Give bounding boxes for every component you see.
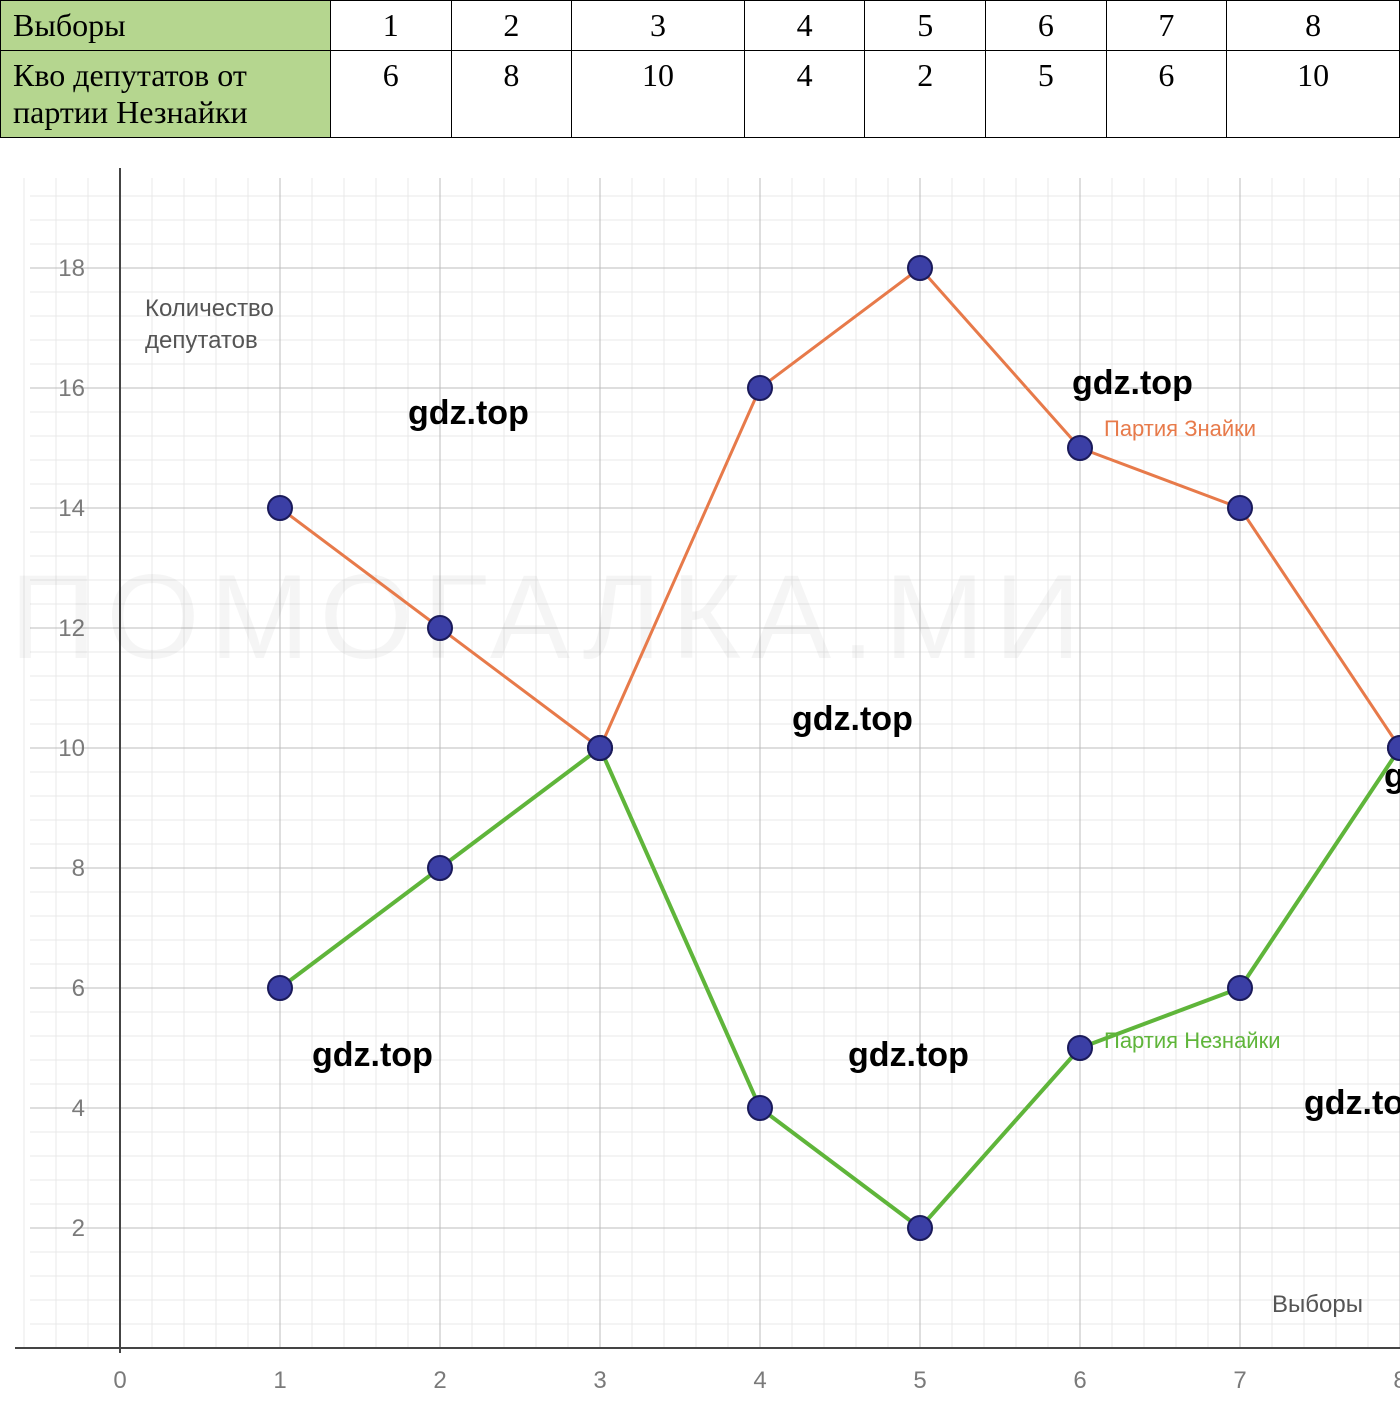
x-tick: 4 — [753, 1367, 766, 1394]
data-table: Выборы 1 2 3 4 5 6 7 8 Кво депутатов от … — [0, 0, 1400, 138]
overlay-label: gdz.top — [1072, 364, 1193, 402]
data-point — [268, 496, 292, 520]
cell: 7 — [1106, 1, 1227, 51]
row-label: Кво депутатов от партии Незнайки — [1, 51, 331, 138]
cell: 8 — [451, 51, 572, 138]
data-point — [588, 736, 612, 760]
cell: 5 — [865, 1, 986, 51]
cell: 6 — [1106, 51, 1227, 138]
y-tick: 6 — [72, 975, 85, 1002]
cell: 5 — [986, 51, 1107, 138]
cell: 4 — [744, 1, 865, 51]
x-tick: 5 — [913, 1367, 926, 1394]
y-tick: 8 — [72, 855, 85, 882]
data-point — [1068, 1036, 1092, 1060]
y-tick: 16 — [58, 375, 85, 402]
x-tick: 2 — [433, 1367, 446, 1394]
x-tick: 6 — [1073, 1367, 1086, 1394]
cell: 1 — [331, 1, 452, 51]
x-tick: 3 — [593, 1367, 606, 1394]
x-tick: 0 — [113, 1367, 126, 1394]
x-tick: 7 — [1233, 1367, 1246, 1394]
y-tick: 10 — [58, 735, 85, 762]
y-axis-label: депутатов — [145, 327, 258, 354]
y-tick: 14 — [58, 495, 85, 522]
data-point — [908, 256, 932, 280]
cell: 10 — [1227, 51, 1400, 138]
table-row: Кво депутатов от партии Незнайки 6 8 10 … — [1, 51, 1400, 138]
cell: 3 — [572, 1, 745, 51]
cell: 4 — [744, 51, 865, 138]
overlay-label: gdz.top — [312, 1036, 433, 1074]
row-label: Выборы — [1, 1, 331, 51]
data-point — [748, 1096, 772, 1120]
data-point — [908, 1216, 932, 1240]
data-point — [1068, 436, 1092, 460]
table-row: Выборы 1 2 3 4 5 6 7 8 — [1, 1, 1400, 51]
overlay-label: gdz.top — [848, 1036, 969, 1074]
x-tick: 8 — [1393, 1367, 1400, 1394]
overlay-label: gdz.top — [1304, 1084, 1400, 1122]
cell: 6 — [331, 51, 452, 138]
overlay-label: gdz.top — [792, 700, 913, 738]
x-tick: 1 — [273, 1367, 286, 1394]
data-point — [428, 856, 452, 880]
cell: 8 — [1227, 1, 1400, 51]
cell: 10 — [572, 51, 745, 138]
y-tick: 4 — [72, 1095, 85, 1122]
y-tick: 2 — [72, 1215, 85, 1242]
series-label: Партия Знайки — [1104, 416, 1256, 441]
data-point — [1228, 496, 1252, 520]
cell: 6 — [986, 1, 1107, 51]
data-point — [1228, 976, 1252, 1000]
watermark: ПОМОГАЛКА.МИ — [10, 550, 1091, 684]
y-tick: 18 — [58, 255, 85, 282]
data-point — [428, 616, 452, 640]
chart: 01234567824681012141618ПОМОГАЛКА.МИПарти… — [0, 138, 1400, 1428]
overlay-label: gdz.top — [408, 394, 529, 432]
x-axis-label: Выборы — [1272, 1291, 1363, 1318]
chart-svg: 01234567824681012141618ПОМОГАЛКА.МИПарти… — [0, 138, 1400, 1428]
data-point — [268, 976, 292, 1000]
series-label: Партия Незнайки — [1104, 1028, 1281, 1053]
overlay-label: gdz.top — [1384, 757, 1400, 795]
cell: 2 — [865, 51, 986, 138]
data-point — [748, 376, 772, 400]
y-axis-label: Количество — [145, 295, 274, 322]
cell: 2 — [451, 1, 572, 51]
